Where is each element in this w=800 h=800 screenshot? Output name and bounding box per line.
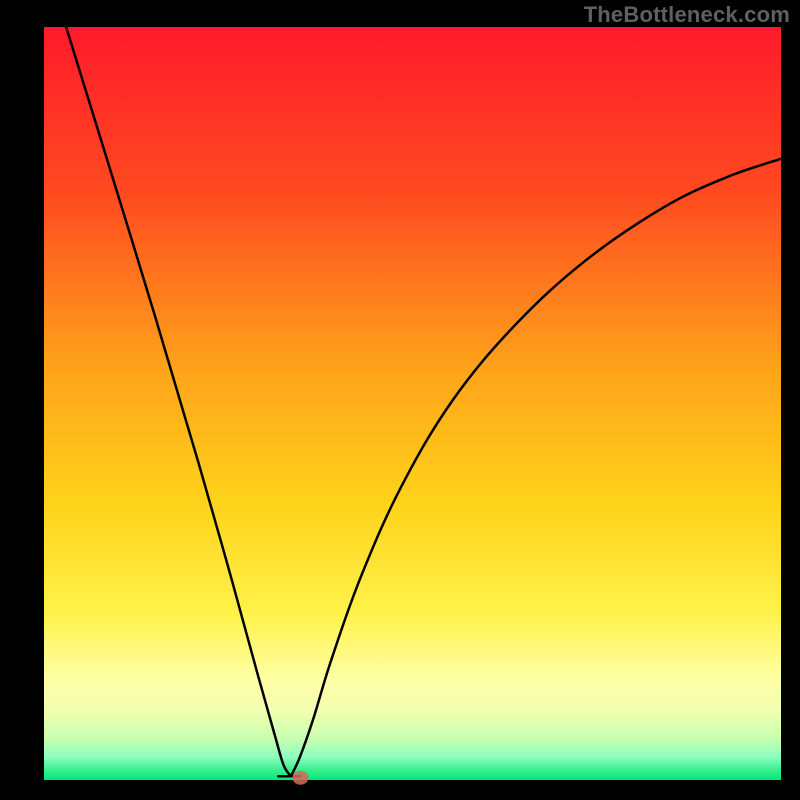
minimum-marker — [292, 771, 308, 785]
bottleneck-chart — [0, 0, 800, 800]
watermark-text: TheBottleneck.com — [584, 2, 790, 28]
plot-area — [44, 27, 781, 780]
chart-container: TheBottleneck.com — [0, 0, 800, 800]
